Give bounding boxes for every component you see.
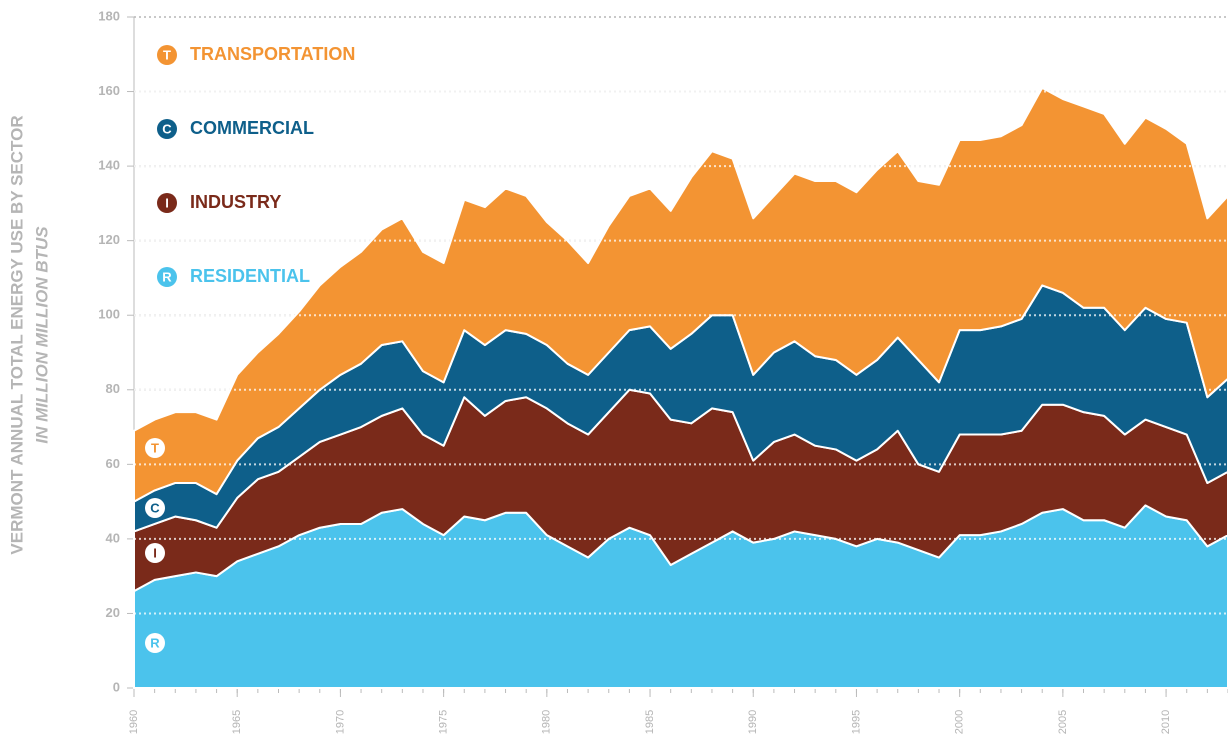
y-tick-label: 20 <box>106 605 120 620</box>
legend-label: RESIDENTIAL <box>190 266 310 286</box>
x-tick-label: 1995 <box>850 710 862 734</box>
area-badge <box>145 543 165 563</box>
legend-label: TRANSPORTATION <box>190 44 355 64</box>
x-tick-label: 1960 <box>128 710 140 734</box>
legend-badge <box>157 267 177 287</box>
y-tick-label: 100 <box>98 307 120 322</box>
legend-badge-letter: C <box>162 121 172 136</box>
area-badge <box>145 633 165 653</box>
area-badge-letter: T <box>151 440 159 455</box>
y-axis-sublabel: IN MILLION MILLION BTUS <box>32 226 51 444</box>
y-tick-label: 140 <box>98 158 120 173</box>
legend-badge <box>157 45 177 65</box>
area-badge <box>145 498 165 518</box>
x-tick-label: 1990 <box>747 710 759 734</box>
area <box>133 86 1228 503</box>
legend-badge <box>157 193 177 213</box>
area-badge <box>145 438 165 458</box>
y-tick-label: 180 <box>98 8 120 23</box>
x-tick-label: 1975 <box>438 710 450 734</box>
y-axis-label: VERMONT ANNUAL TOTAL ENERGY USE BY SECTO… <box>7 115 26 554</box>
legend-label: COMMERCIAL <box>190 118 314 138</box>
area-badge-letter: I <box>153 545 157 560</box>
y-tick-label: 60 <box>106 456 120 471</box>
legend-label: INDUSTRY <box>190 192 281 212</box>
x-tick-label: 2005 <box>1057 710 1069 734</box>
x-tick-label: 2000 <box>954 710 966 734</box>
legend-badge-letter: I <box>165 195 169 210</box>
x-tick-label: 1980 <box>541 710 553 734</box>
y-tick-label: 0 <box>113 679 120 694</box>
x-tick-label: 1970 <box>334 710 346 734</box>
legend-badge-letter: T <box>163 47 171 62</box>
y-tick-label: 120 <box>98 232 120 247</box>
y-tick-label: 160 <box>98 83 120 98</box>
area-badge-letter: C <box>150 500 160 515</box>
x-tick-label: 2010 <box>1160 710 1172 734</box>
x-tick-label: 1965 <box>231 710 243 734</box>
area-badge-letter: R <box>150 635 160 650</box>
y-tick-label: 80 <box>106 381 120 396</box>
x-tick-label: 1985 <box>644 710 656 734</box>
y-tick-label: 40 <box>106 530 120 545</box>
legend-badge-letter: R <box>162 269 172 284</box>
legend-badge <box>157 119 177 139</box>
